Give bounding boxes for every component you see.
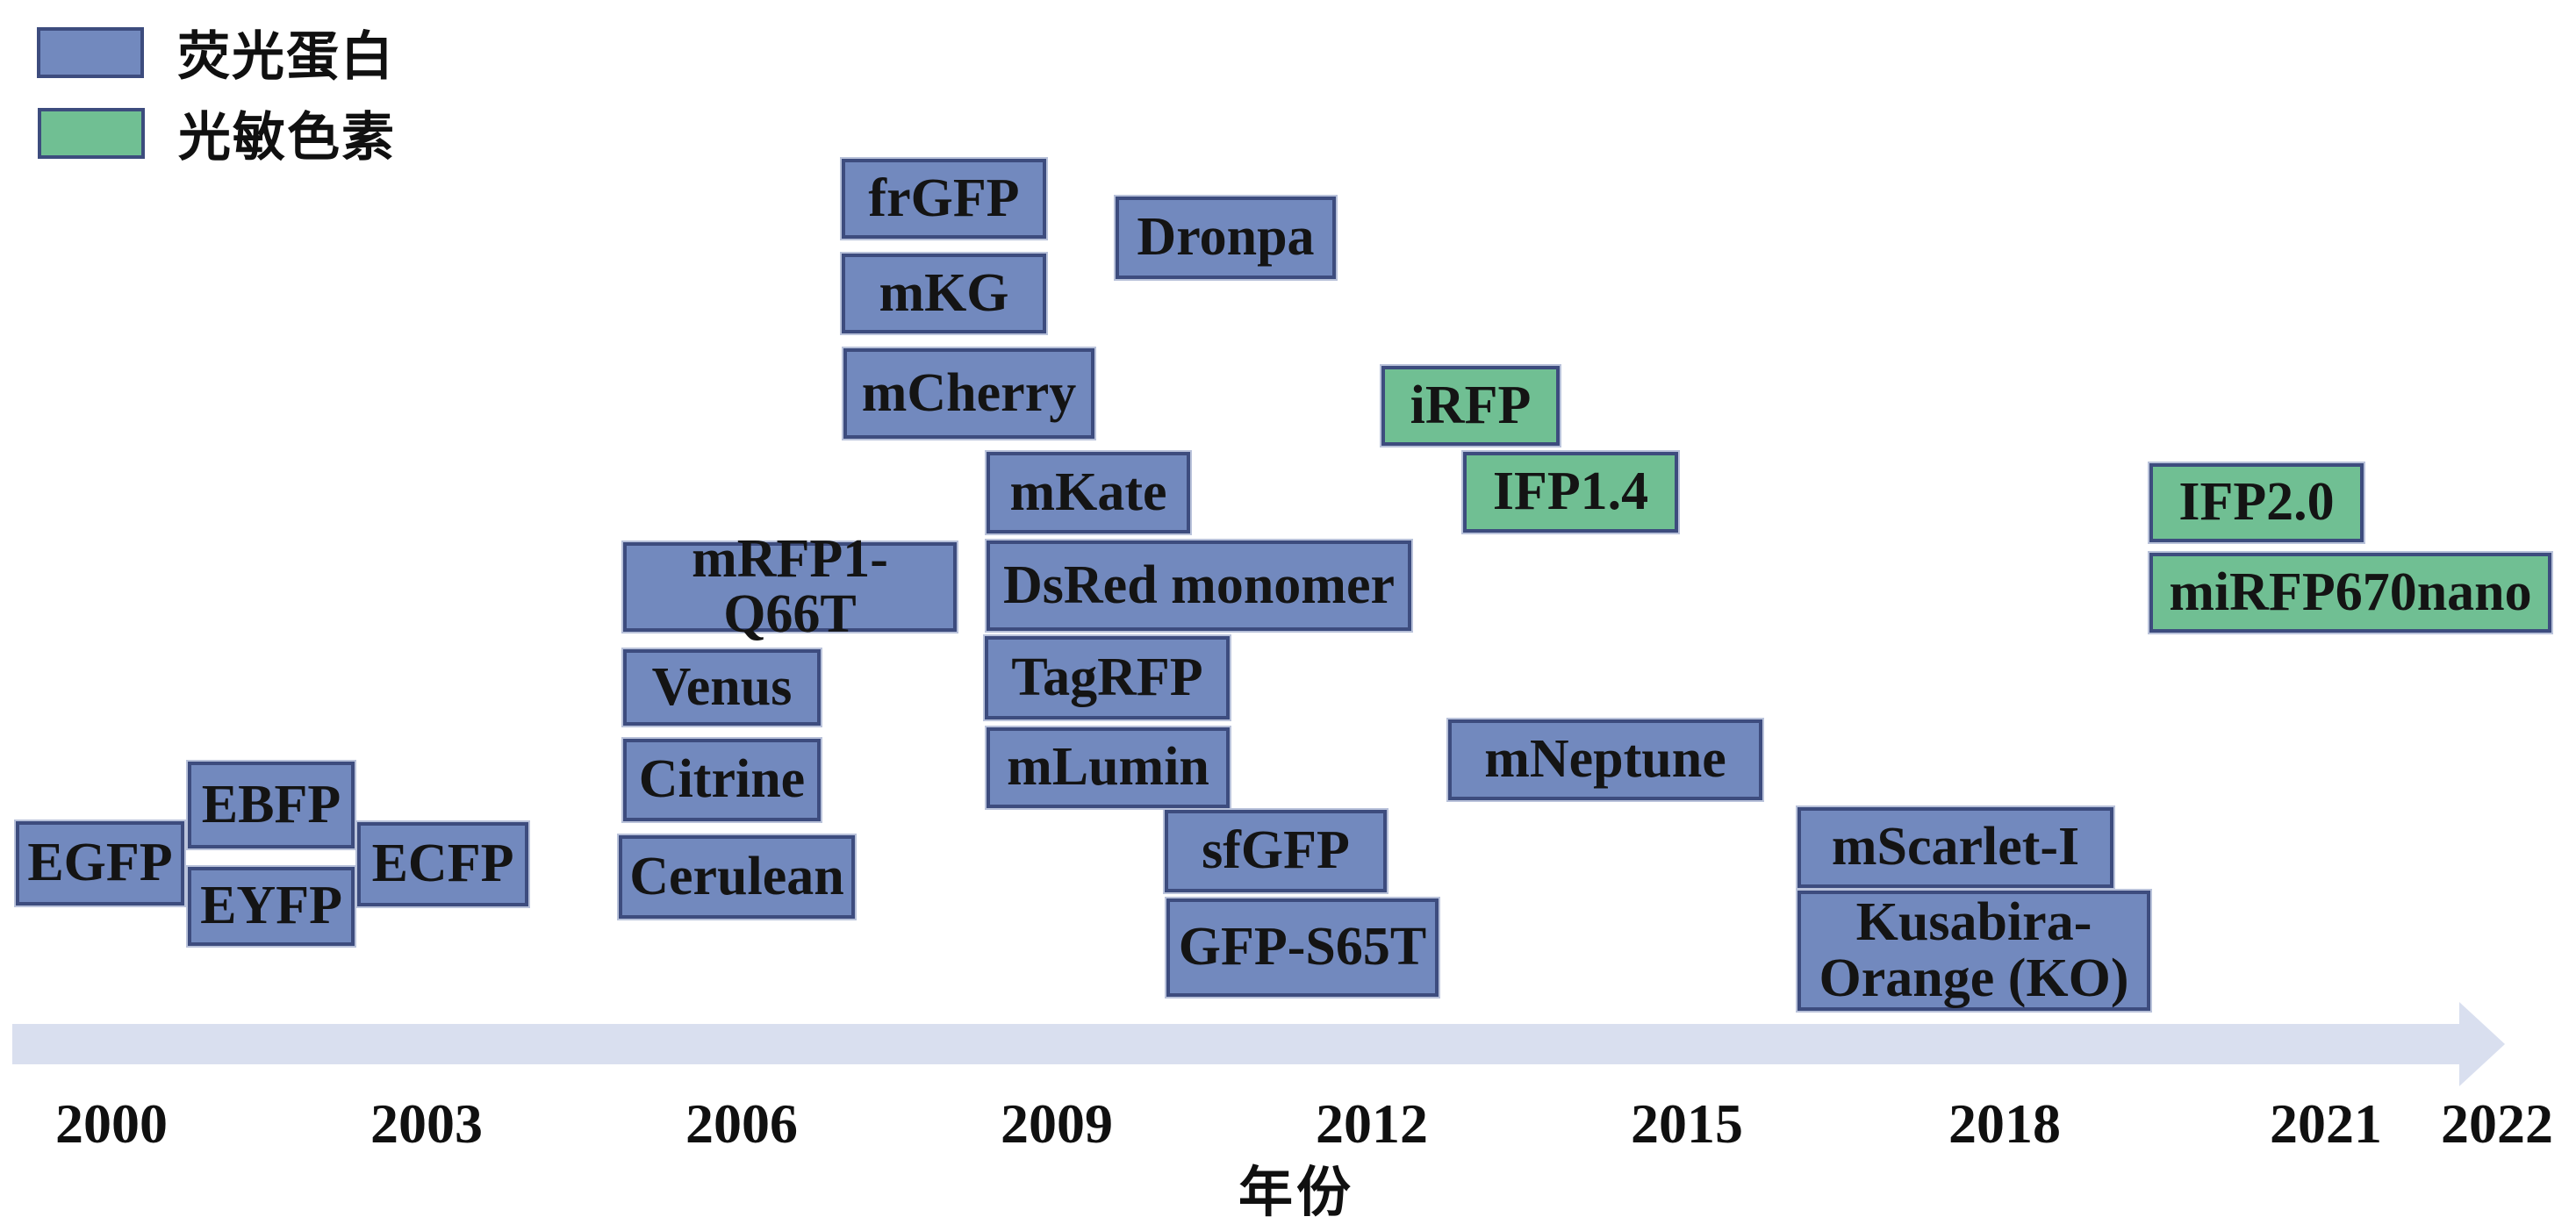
axis-tick-2015: 2015 — [1631, 1092, 1743, 1155]
protein-box-mrfp1-q66t: mRFP1-Q66T — [623, 531, 957, 642]
protein-box-ecfp: ECFP — [357, 822, 528, 906]
protein-box-ifp2.0: IFP2.0 — [2149, 463, 2364, 542]
legend-item-fluorescent-protein: 荧光蛋白 — [37, 14, 395, 90]
axis-tick-2012: 2012 — [1316, 1092, 1428, 1155]
protein-box-cerulean: Cerulean — [619, 835, 855, 919]
protein-box-dronpa: Dronpa — [1116, 197, 1336, 279]
protein-box-irfp: iRFP — [1381, 366, 1560, 446]
axis-tick-2018: 2018 — [1948, 1092, 2061, 1155]
legend-label-fluorescent-protein: 荧光蛋白 — [177, 28, 395, 86]
protein-box-egfp: EGFP — [16, 821, 184, 905]
legend-swatch-photosensitive-pigment — [38, 107, 145, 159]
timeline-band — [12, 1024, 2461, 1064]
protein-box-tagrfp: TagRFP — [985, 636, 1230, 719]
axis-tick-2000: 2000 — [55, 1092, 168, 1155]
legend-label-photosensitive-pigment: 光敏色素 — [178, 109, 396, 167]
protein-box-mkg: mKG — [842, 254, 1046, 333]
protein-box-sfgfp: sfGFP — [1165, 810, 1387, 892]
axis-tick-2022: 2022 — [2441, 1092, 2553, 1155]
protein-box-mscarlet-i: mScarlet-I — [1797, 807, 2113, 888]
protein-box-frgfp: frGFP — [842, 159, 1046, 239]
axis-tick-2006: 2006 — [685, 1092, 798, 1155]
axis-tick-2003: 2003 — [370, 1092, 483, 1155]
axis-tick-2009: 2009 — [1001, 1092, 1113, 1155]
protein-box-mlumin: mLumin — [987, 727, 1230, 808]
protein-box-mkate: mKate — [987, 452, 1190, 533]
axis-tick-2021: 2021 — [2270, 1092, 2382, 1155]
protein-box-mirfp670nano: miRFP670nano — [2149, 553, 2551, 633]
axis-title: 年份 — [1238, 1163, 1355, 1223]
protein-box-venus: Venus — [623, 649, 821, 726]
protein-box-dsred-monomer: DsRed monomer — [987, 540, 1411, 631]
protein-box-citrine: Citrine — [623, 739, 821, 821]
protein-box-eyfp: EYFP — [188, 867, 355, 946]
protein-box-kusabira-orange-ko: Kusabira-Orange (KO) — [1797, 891, 2150, 1011]
legend-swatch-fluorescent-protein — [37, 26, 144, 78]
protein-box-gfp-s65t: GFP-S65T — [1166, 898, 1439, 997]
protein-box-ifp1.4: IFP1.4 — [1463, 452, 1678, 533]
protein-box-mcherry: mCherry — [843, 348, 1094, 439]
timeline-arrowhead-icon — [2459, 1002, 2505, 1086]
legend-item-photosensitive-pigment: 光敏色素 — [38, 95, 396, 171]
protein-box-ebfp: EBFP — [188, 762, 355, 848]
protein-box-mneptune: mNeptune — [1448, 719, 1762, 800]
